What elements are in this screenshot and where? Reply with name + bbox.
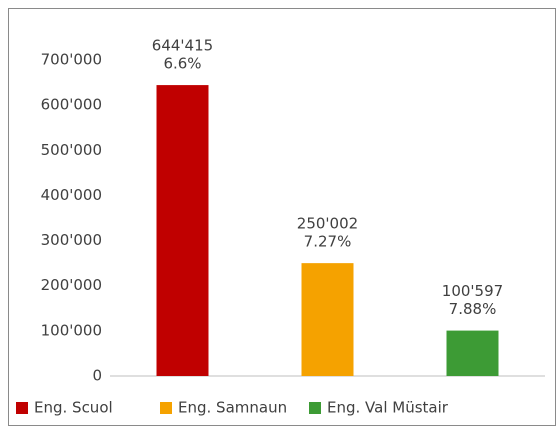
bar [301, 263, 354, 376]
legend-swatch [16, 402, 28, 414]
y-tick-label: 600'000 [41, 96, 102, 114]
legend-swatch [309, 402, 321, 414]
y-tick-label: 0 [92, 367, 102, 385]
y-tick-label: 200'000 [41, 276, 102, 294]
value-label: 644'415 [152, 37, 213, 55]
y-tick-label: 300'000 [41, 231, 102, 249]
value-label: 100'597 [442, 282, 503, 300]
legend-label: Eng. Samnaun [178, 399, 287, 417]
legend-label: Eng. Scuol [34, 399, 113, 417]
legend-label: Eng. Val Müstair [327, 399, 449, 417]
percentage-label: 7.27% [304, 233, 352, 251]
legend-swatch [160, 402, 172, 414]
bar [446, 330, 499, 376]
value-label: 250'002 [297, 215, 358, 233]
y-tick-label: 100'000 [41, 321, 102, 339]
bar [156, 85, 209, 377]
y-tick-label: 400'000 [41, 186, 102, 204]
percentage-label: 7.88% [449, 300, 497, 318]
percentage-label: 6.6% [163, 55, 201, 73]
y-tick-label: 700'000 [41, 51, 102, 69]
y-tick-label: 500'000 [41, 141, 102, 159]
